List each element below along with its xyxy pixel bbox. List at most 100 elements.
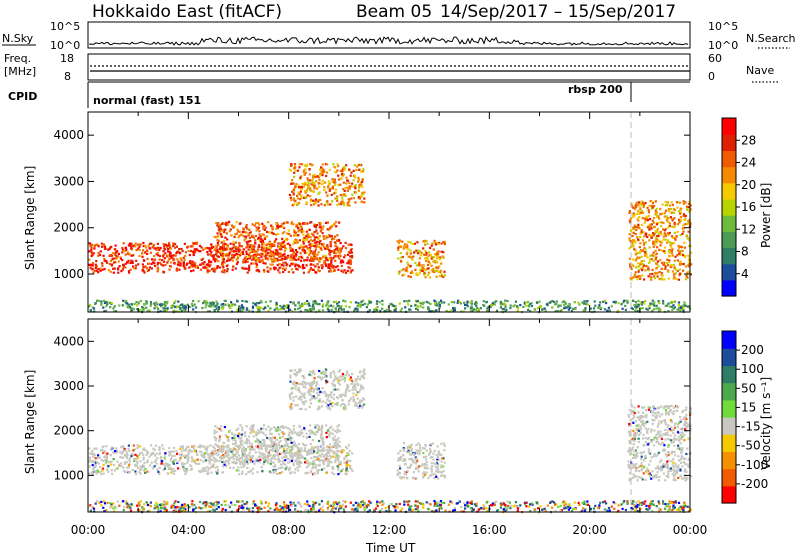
cell	[308, 235, 310, 237]
cell	[254, 460, 256, 462]
cell	[210, 243, 212, 245]
cell	[633, 232, 635, 234]
cell	[334, 435, 336, 437]
cell	[659, 271, 661, 273]
cell	[323, 463, 325, 465]
cell	[97, 255, 99, 257]
cell	[345, 242, 347, 244]
cell	[350, 172, 352, 174]
cell	[659, 221, 661, 223]
cell	[293, 425, 295, 427]
cell	[502, 308, 504, 310]
cell	[169, 464, 171, 466]
cell	[248, 256, 250, 258]
cell	[334, 236, 336, 238]
cell	[289, 309, 291, 311]
cell	[332, 452, 334, 454]
cell	[292, 223, 294, 225]
cell	[655, 212, 657, 214]
cell	[135, 265, 137, 267]
cell	[308, 388, 310, 390]
cell	[300, 191, 302, 193]
cell	[289, 194, 291, 196]
cell	[307, 177, 309, 179]
cell	[414, 243, 416, 245]
cell	[251, 247, 253, 249]
cell	[655, 267, 657, 269]
colorbar-swatch	[722, 215, 736, 232]
cell	[258, 227, 260, 229]
cell	[334, 241, 336, 243]
cell	[660, 233, 662, 235]
cell	[230, 451, 232, 453]
cell	[161, 444, 163, 446]
cell	[102, 269, 104, 271]
cell	[243, 460, 245, 462]
cell	[191, 450, 193, 452]
cell	[164, 264, 166, 266]
cell	[309, 432, 311, 434]
cell	[181, 462, 183, 464]
cell	[386, 309, 388, 311]
cell	[166, 465, 168, 467]
cell	[308, 248, 310, 250]
cell	[578, 302, 580, 304]
cell	[674, 232, 676, 234]
cell	[293, 193, 295, 195]
cell	[279, 246, 281, 248]
cell	[667, 269, 669, 271]
cell	[314, 187, 316, 189]
cell	[111, 264, 113, 266]
cell	[123, 242, 125, 244]
cell	[290, 403, 292, 405]
cell	[243, 248, 245, 250]
cell	[139, 445, 141, 447]
cell	[405, 270, 407, 272]
cell	[209, 453, 211, 455]
cell	[275, 238, 277, 240]
cell	[352, 396, 354, 398]
cell	[117, 267, 119, 269]
cell	[150, 252, 152, 254]
cell	[684, 247, 686, 249]
cell	[303, 259, 305, 261]
cell	[277, 233, 279, 235]
cell	[437, 257, 439, 259]
cell	[667, 239, 669, 241]
cell	[317, 376, 319, 378]
cell	[351, 383, 353, 385]
cell	[206, 267, 208, 269]
cell	[343, 166, 345, 168]
cell	[284, 256, 286, 258]
cell	[159, 255, 161, 257]
cell	[653, 301, 655, 303]
cell	[207, 253, 209, 255]
cell	[287, 438, 289, 440]
cell	[134, 245, 136, 247]
cell	[137, 244, 139, 246]
cell	[338, 441, 340, 443]
cell	[361, 192, 363, 194]
cell	[645, 233, 647, 235]
cell	[191, 456, 193, 458]
cell	[109, 254, 111, 256]
cell	[258, 246, 260, 248]
cell	[108, 269, 110, 271]
cell	[355, 301, 357, 303]
cell	[635, 226, 637, 228]
cell	[102, 307, 104, 309]
cell	[276, 450, 278, 452]
cell	[509, 307, 511, 309]
cell	[649, 224, 651, 226]
cell	[235, 442, 237, 444]
cell	[289, 452, 291, 454]
cell	[297, 404, 299, 406]
cell	[362, 179, 364, 181]
cell	[291, 452, 293, 454]
cell	[682, 228, 684, 230]
cell	[302, 375, 304, 377]
cell	[658, 300, 660, 302]
cell	[241, 440, 243, 442]
cell	[656, 223, 658, 225]
cell	[241, 434, 243, 436]
